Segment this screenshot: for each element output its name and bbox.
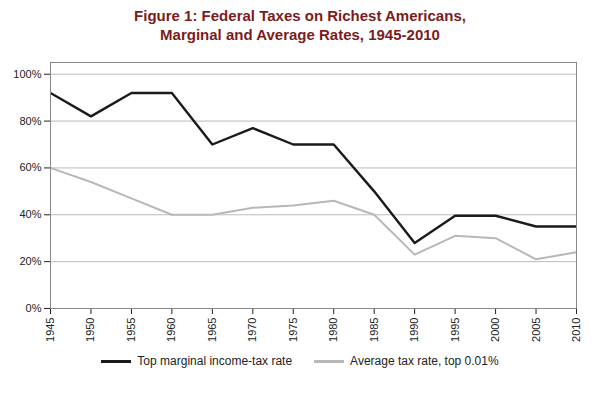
html-text:Top marginal income-tax rate: Top marginal income-tax rate	[137, 354, 293, 368]
svg-text:1970: 1970	[246, 318, 258, 342]
svg-text:1965: 1965	[206, 318, 218, 342]
svg-text:1955: 1955	[125, 318, 137, 342]
svg-text:1960: 1960	[165, 318, 177, 342]
svg-text:2005: 2005	[530, 318, 542, 342]
svg-text:1985: 1985	[368, 318, 380, 342]
svg-text:20%: 20%	[19, 255, 41, 267]
html-text:Figure 1: Federal Taxes on Ric: Figure 1: Federal Taxes on Richest Ameri…	[134, 7, 466, 24]
html-text:Average tax rate, top 0.01%: Average tax rate, top 0.01%	[350, 354, 499, 368]
svg-text:0%: 0%	[26, 302, 42, 314]
svg-text:100%: 100%	[13, 68, 41, 80]
html-text:Marginal and Average Rates, 19: Marginal and Average Rates, 1945-2010	[160, 26, 440, 43]
svg-text:2010: 2010	[570, 318, 582, 342]
svg-text:1950: 1950	[84, 318, 96, 342]
svg-text:1945: 1945	[44, 318, 56, 342]
svg-text:1975: 1975	[287, 318, 299, 342]
svg-text:80%: 80%	[19, 115, 41, 127]
svg-text:60%: 60%	[19, 161, 41, 173]
svg-text:1995: 1995	[449, 318, 461, 342]
svg-text:2000: 2000	[489, 318, 501, 342]
svg-text:40%: 40%	[19, 208, 41, 220]
svg-text:1990: 1990	[408, 318, 420, 342]
svg-text:1980: 1980	[327, 318, 339, 342]
